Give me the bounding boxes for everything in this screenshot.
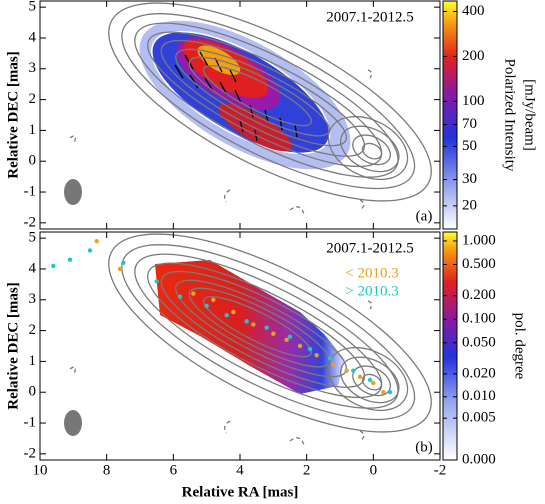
scatter-point: [211, 297, 216, 302]
y-tick-label: 2: [29, 322, 37, 338]
colorbar-tick-label: 50: [462, 138, 477, 154]
map-b: [63, 232, 440, 460]
colorbar-tick-label: 0.020: [462, 365, 496, 381]
scatter-point: [224, 312, 229, 318]
scatter-point: [367, 377, 373, 383]
y-tick-label: 4: [29, 29, 37, 45]
scatter-point: [327, 356, 333, 361]
legend-entry: > 2010.3: [345, 283, 398, 299]
y-tick-label: 3: [29, 60, 37, 76]
colorbar-tick-label: 0.010: [462, 388, 496, 404]
colorbar: [442, 231, 458, 461]
colorbar-label: Polarized Intensity: [502, 59, 518, 172]
y-tick-label: -1: [24, 414, 37, 430]
scatter-point: [154, 279, 159, 284]
scatter-point: [357, 374, 363, 380]
y-tick-label: 5: [29, 0, 37, 15]
scatter-point: [231, 309, 236, 315]
scatter-point: [117, 266, 123, 272]
colorbar-label: [mJy/beam]: [522, 79, 538, 151]
colorbar-tick-label: 100: [462, 93, 485, 109]
x-tick-label: 4: [236, 462, 244, 478]
scatter-point: [331, 362, 336, 367]
y-tick-label: 0: [29, 384, 37, 400]
colorbar-tick-label: 0.500: [462, 256, 496, 272]
y-tick-label: 0: [29, 153, 37, 169]
x-tick-label: 6: [170, 462, 178, 478]
y-tick-label: 5: [29, 230, 37, 246]
scatter-point: [87, 248, 93, 253]
x-axis-label: Relative RA [mas]: [182, 484, 299, 500]
colorbar-tick-label: 0.050: [462, 334, 496, 350]
scatter-point: [191, 291, 196, 296]
scatter-point: [314, 353, 319, 358]
scatter-point: [284, 337, 289, 343]
scatter-point: [307, 346, 313, 352]
panel-title: 2007.1-2012.5: [326, 240, 414, 256]
panel-title: 2007.1-2012.5: [326, 9, 414, 25]
panel-annotation: (b): [415, 439, 433, 455]
colorbar-tick-label: 0.000: [462, 451, 496, 467]
x-tick-label: -2: [434, 462, 447, 478]
scatter-point: [94, 239, 99, 244]
map-a: [63, 1, 440, 229]
scatter-point: [271, 331, 276, 336]
panel-annotation: (a): [416, 208, 433, 224]
y-tick-label: 4: [29, 260, 37, 276]
y-tick-label: 1: [29, 122, 37, 138]
colorbar-tick-label: 200: [462, 48, 485, 64]
y-tick-label: -2: [24, 214, 37, 230]
colorbar-tick-label: 0.005: [462, 410, 496, 426]
scatter-point: [381, 390, 386, 395]
y-tick-label: -1: [24, 183, 37, 199]
y-tick-label: -2: [24, 445, 37, 461]
y-axis-label: Relative DEC [mas]: [5, 51, 21, 178]
x-tick-label: 10: [33, 462, 48, 478]
scatter-point: [244, 319, 249, 324]
y-tick-label: 1: [29, 353, 37, 369]
colorbar-tick-label: 1.000: [462, 232, 496, 248]
colorbar-tick-label: 400: [462, 3, 485, 19]
x-tick-label: 0: [370, 462, 378, 478]
x-tick-label: 8: [103, 462, 111, 478]
scatter-point: [51, 263, 56, 269]
colorbar-label: pol. degree: [512, 313, 528, 380]
scatter-point: [297, 343, 303, 349]
scatter-point: [204, 303, 209, 309]
colorbar-tick-label: 0.100: [462, 311, 496, 327]
colorbar-tick-label: 0.200: [462, 287, 496, 303]
y-tick-label: 3: [29, 291, 37, 307]
colorbar-tick-label: 20: [462, 197, 477, 213]
scatter-point: [387, 390, 393, 395]
scatter-point: [67, 257, 73, 262]
colorbar: [442, 0, 458, 230]
y-tick-label: 2: [29, 91, 37, 107]
colorbar-tick-label: 70: [462, 116, 477, 132]
scatter-point: [264, 325, 269, 330]
x-tick-label: 2: [303, 462, 311, 478]
scatter-point: [344, 368, 349, 373]
colorbar-tick-label: 30: [462, 171, 477, 187]
scatter-point: [351, 368, 356, 373]
scatter-point: [177, 294, 183, 299]
scatter-point: [121, 260, 126, 266]
legend-entry: < 2010.3: [345, 265, 398, 281]
scatter-point: [371, 380, 376, 386]
y-axis-label: Relative DEC [mas]: [5, 282, 21, 409]
scatter-point: [287, 334, 293, 339]
scatter-point: [251, 322, 256, 327]
